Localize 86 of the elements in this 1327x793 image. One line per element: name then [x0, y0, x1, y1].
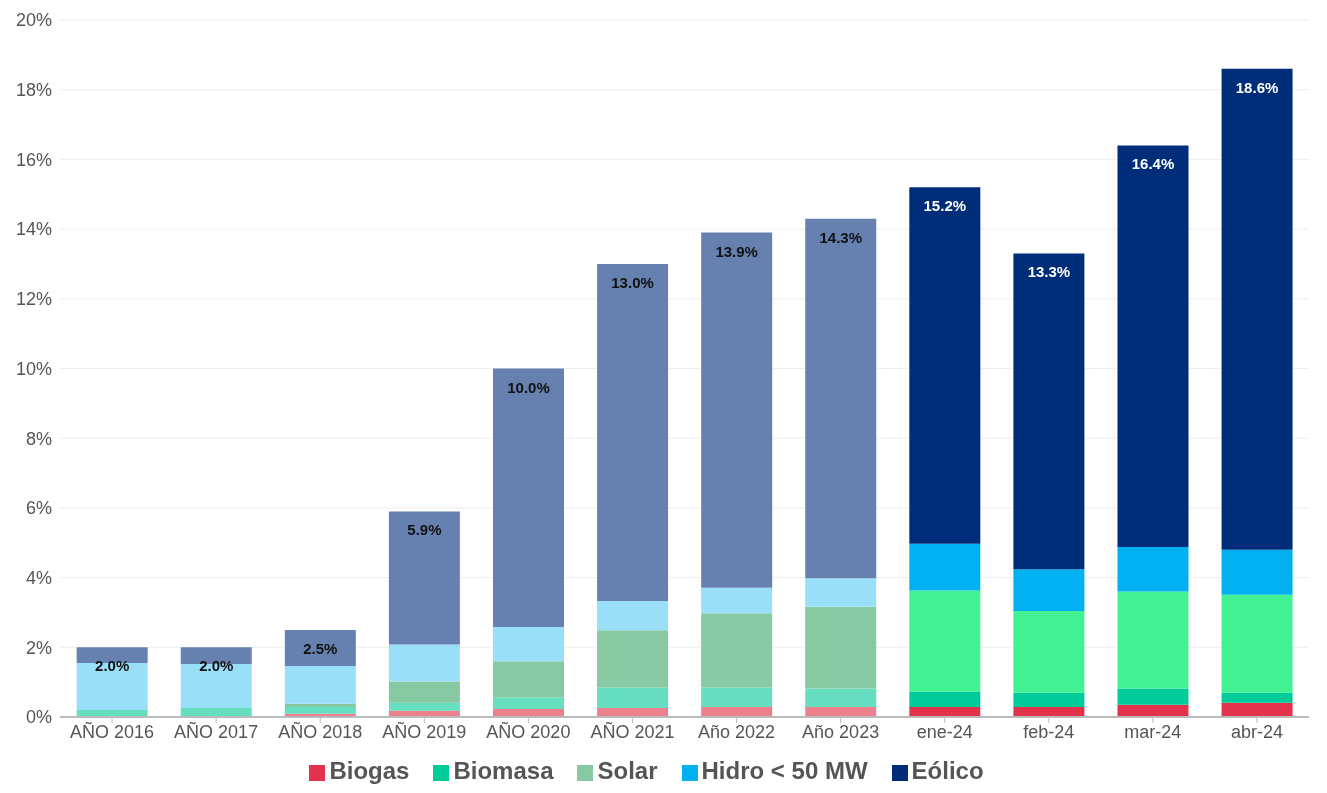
legend-label: Biogas: [329, 757, 410, 784]
legend-label: Hidro < 50 MW: [701, 757, 868, 784]
total-label: 2.0%: [199, 657, 234, 675]
x-tick-label: Año 2022: [698, 721, 776, 742]
total-label: 13.9%: [715, 242, 758, 260]
bar: [597, 600, 669, 631]
legend-label: Solar: [597, 757, 658, 784]
bar: [805, 688, 877, 707]
bar: [284, 703, 356, 707]
y-tick-label: 20%: [15, 10, 52, 31]
bar: [1013, 692, 1085, 707]
bar: [1117, 688, 1189, 705]
bar: [388, 511, 460, 645]
x-tick-label: feb-24: [1023, 721, 1075, 742]
bar: [76, 662, 148, 711]
x-tick-label: AÑO 2020: [486, 720, 571, 742]
x-tick-label: mar-24: [1124, 721, 1182, 742]
y-tick-label: 4%: [25, 567, 52, 588]
total-label: 15.2%: [923, 197, 967, 215]
bar: [1221, 702, 1293, 717]
bar: [1117, 591, 1189, 689]
legend-label: Eólico: [911, 757, 984, 784]
bar: [388, 702, 460, 711]
bar: [701, 687, 773, 707]
bar: [597, 630, 669, 688]
bar: [805, 606, 877, 689]
total-label: 13.3%: [1027, 263, 1071, 281]
bar: [1221, 549, 1293, 595]
bar: [1221, 692, 1293, 703]
x-tick-label: ene-24: [916, 721, 973, 742]
bar: [597, 687, 669, 708]
bar: [492, 627, 564, 662]
x-tick-label: AÑO 2016: [70, 720, 155, 742]
bar: [284, 629, 356, 667]
x-tick-label: abr-24: [1230, 721, 1283, 742]
y-tick-label: 16%: [15, 149, 52, 170]
bar: [492, 697, 564, 709]
bar: [1117, 145, 1189, 547]
y-tick-label: 12%: [15, 289, 52, 310]
bar: [805, 578, 877, 607]
bar: [597, 263, 669, 601]
bar: [1117, 546, 1189, 592]
x-tick-label: AÑO 2021: [590, 720, 675, 742]
bar: [1013, 253, 1085, 570]
x-tick-label: Año 2023: [802, 721, 880, 742]
bar: [492, 368, 564, 628]
bar: [388, 681, 460, 703]
bar: [909, 543, 981, 591]
x-tick-label: AÑO 2018: [278, 720, 363, 742]
bar: [805, 218, 877, 579]
total-label: 2.5%: [303, 639, 338, 657]
y-tick-label: 0%: [25, 707, 52, 728]
y-tick-label: 8%: [25, 428, 52, 449]
total-label: 2.0%: [95, 657, 130, 675]
y-tick-label: 14%: [15, 219, 52, 240]
bar: [1013, 569, 1085, 612]
bar: [76, 647, 148, 663]
legend-label: Biomasa: [453, 757, 554, 784]
bar: [76, 710, 148, 717]
y-tick-label: 6%: [25, 498, 52, 519]
bar: [701, 587, 773, 614]
total-label: 10.0%: [507, 378, 550, 396]
total-label: 16.4%: [1131, 155, 1175, 173]
bar: [284, 706, 356, 714]
y-tick-label: 2%: [25, 637, 52, 658]
x-tick-label: AÑO 2017: [174, 720, 259, 742]
bar: [909, 187, 981, 544]
bar: [284, 666, 356, 704]
bar: [1013, 611, 1085, 693]
total-label: 13.0%: [611, 273, 654, 291]
bar: [492, 661, 564, 698]
total-label: 14.3%: [819, 228, 863, 246]
y-tick-label: 18%: [15, 80, 52, 101]
total-label: 18.6%: [1235, 78, 1279, 96]
bar: [1117, 704, 1189, 717]
bar: [1221, 68, 1293, 550]
bar: [180, 707, 252, 717]
total-label: 5.9%: [407, 521, 442, 539]
bar: [701, 613, 773, 688]
y-tick-label: 10%: [15, 358, 52, 379]
bar: [1221, 594, 1293, 693]
bar: [909, 590, 981, 692]
bar: [388, 644, 460, 682]
bar: [701, 232, 773, 588]
bar: [909, 691, 981, 707]
x-tick-label: AÑO 2019: [382, 720, 467, 742]
